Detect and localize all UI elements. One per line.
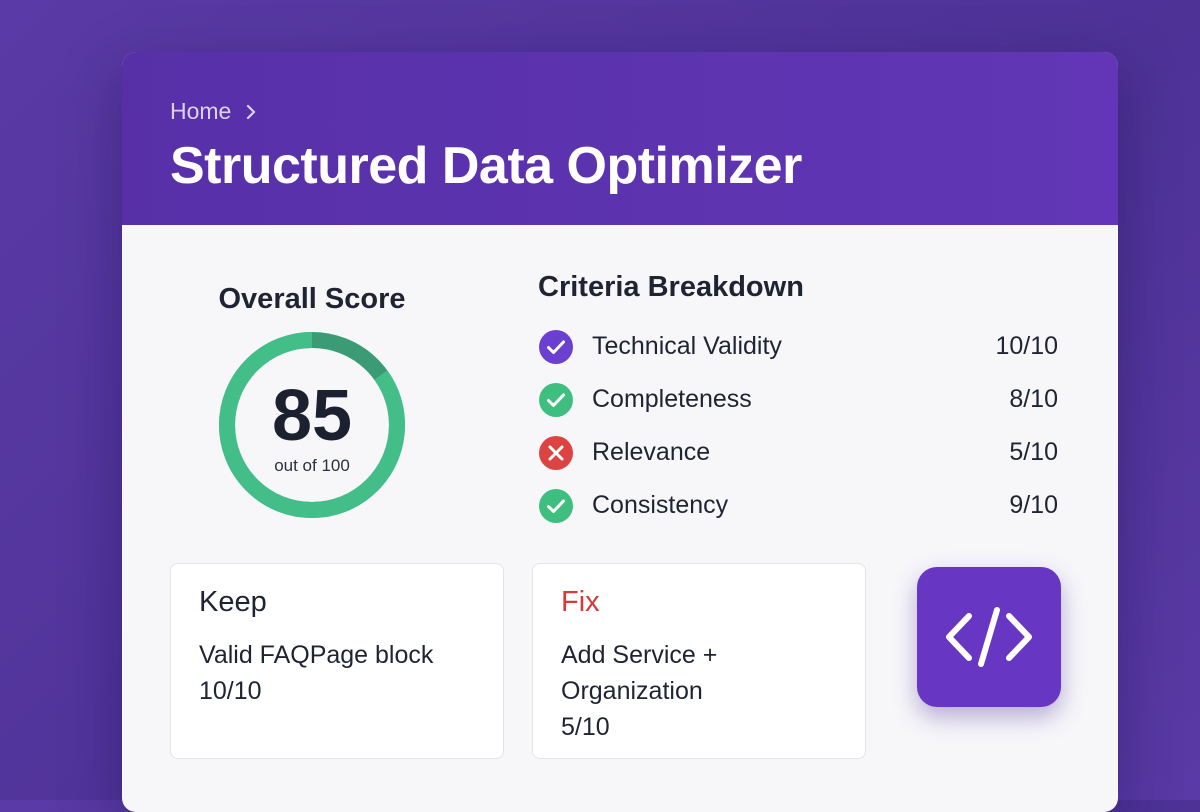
fix-panel: Fix Add Service + Organization 5/10 [532, 563, 866, 759]
fix-line: Organization [561, 677, 703, 705]
score-subtext: out of 100 [274, 456, 350, 475]
x-circle-icon [538, 435, 574, 471]
score-ring: 85 out of 100 [217, 330, 407, 520]
check-circle-icon [538, 382, 574, 418]
keep-panel: Keep Valid FAQPage block 10/10 [170, 563, 504, 759]
keep-title: Keep [199, 586, 267, 618]
optimizer-card: Home Structured Data Optimizer Overall S… [122, 52, 1118, 812]
keep-description: Valid FAQPage block 10/10 [199, 637, 475, 709]
breadcrumb-home-link[interactable]: Home [170, 98, 232, 124]
keep-line: Valid FAQPage block [199, 641, 434, 669]
score-value: 85 [271, 376, 353, 456]
criteria-label: Completeness [592, 385, 752, 413]
criteria-heading: Criteria Breakdown [538, 271, 804, 303]
overall-score-section: Overall Score 85 out of 100 [182, 283, 442, 520]
criteria-score: 10/10 [995, 332, 1058, 360]
check-circle-icon [538, 488, 574, 524]
criteria-score: 8/10 [1009, 385, 1058, 413]
header-banner: Home Structured Data Optimizer [122, 52, 1118, 225]
criteria-row-technical-validity: Technical Validity 10/10 [538, 320, 1058, 373]
criteria-row-relevance: Relevance 5/10 [538, 426, 1058, 479]
page-title: Structured Data Optimizer [170, 137, 802, 195]
criteria-label: Relevance [592, 438, 711, 466]
fix-title: Fix [561, 586, 600, 618]
criteria-score: 5/10 [1009, 438, 1058, 466]
fix-description: Add Service + Organization 5/10 [561, 637, 837, 745]
criteria-label: Technical Validity [592, 332, 782, 360]
overall-score-heading: Overall Score [218, 283, 406, 315]
code-icon [946, 607, 1032, 667]
criteria-breakdown: Criteria Breakdown Technical Validity 10… [538, 271, 1058, 532]
code-view-button[interactable] [917, 567, 1061, 707]
fix-line: Add Service + [561, 641, 718, 669]
chevron-right-icon [245, 104, 257, 120]
check-circle-icon [538, 329, 574, 365]
score-ring-graphic [219, 332, 405, 518]
breadcrumb: Home [170, 98, 257, 125]
score-ring-progress [219, 332, 405, 518]
fix-score: 5/10 [561, 713, 610, 741]
criteria-row-completeness: Completeness 8/10 [538, 373, 1058, 426]
criteria-row-consistency: Consistency 9/10 [538, 479, 1058, 532]
criteria-score: 9/10 [1009, 491, 1058, 519]
criteria-label: Consistency [592, 491, 729, 519]
keep-score: 10/10 [199, 677, 262, 705]
